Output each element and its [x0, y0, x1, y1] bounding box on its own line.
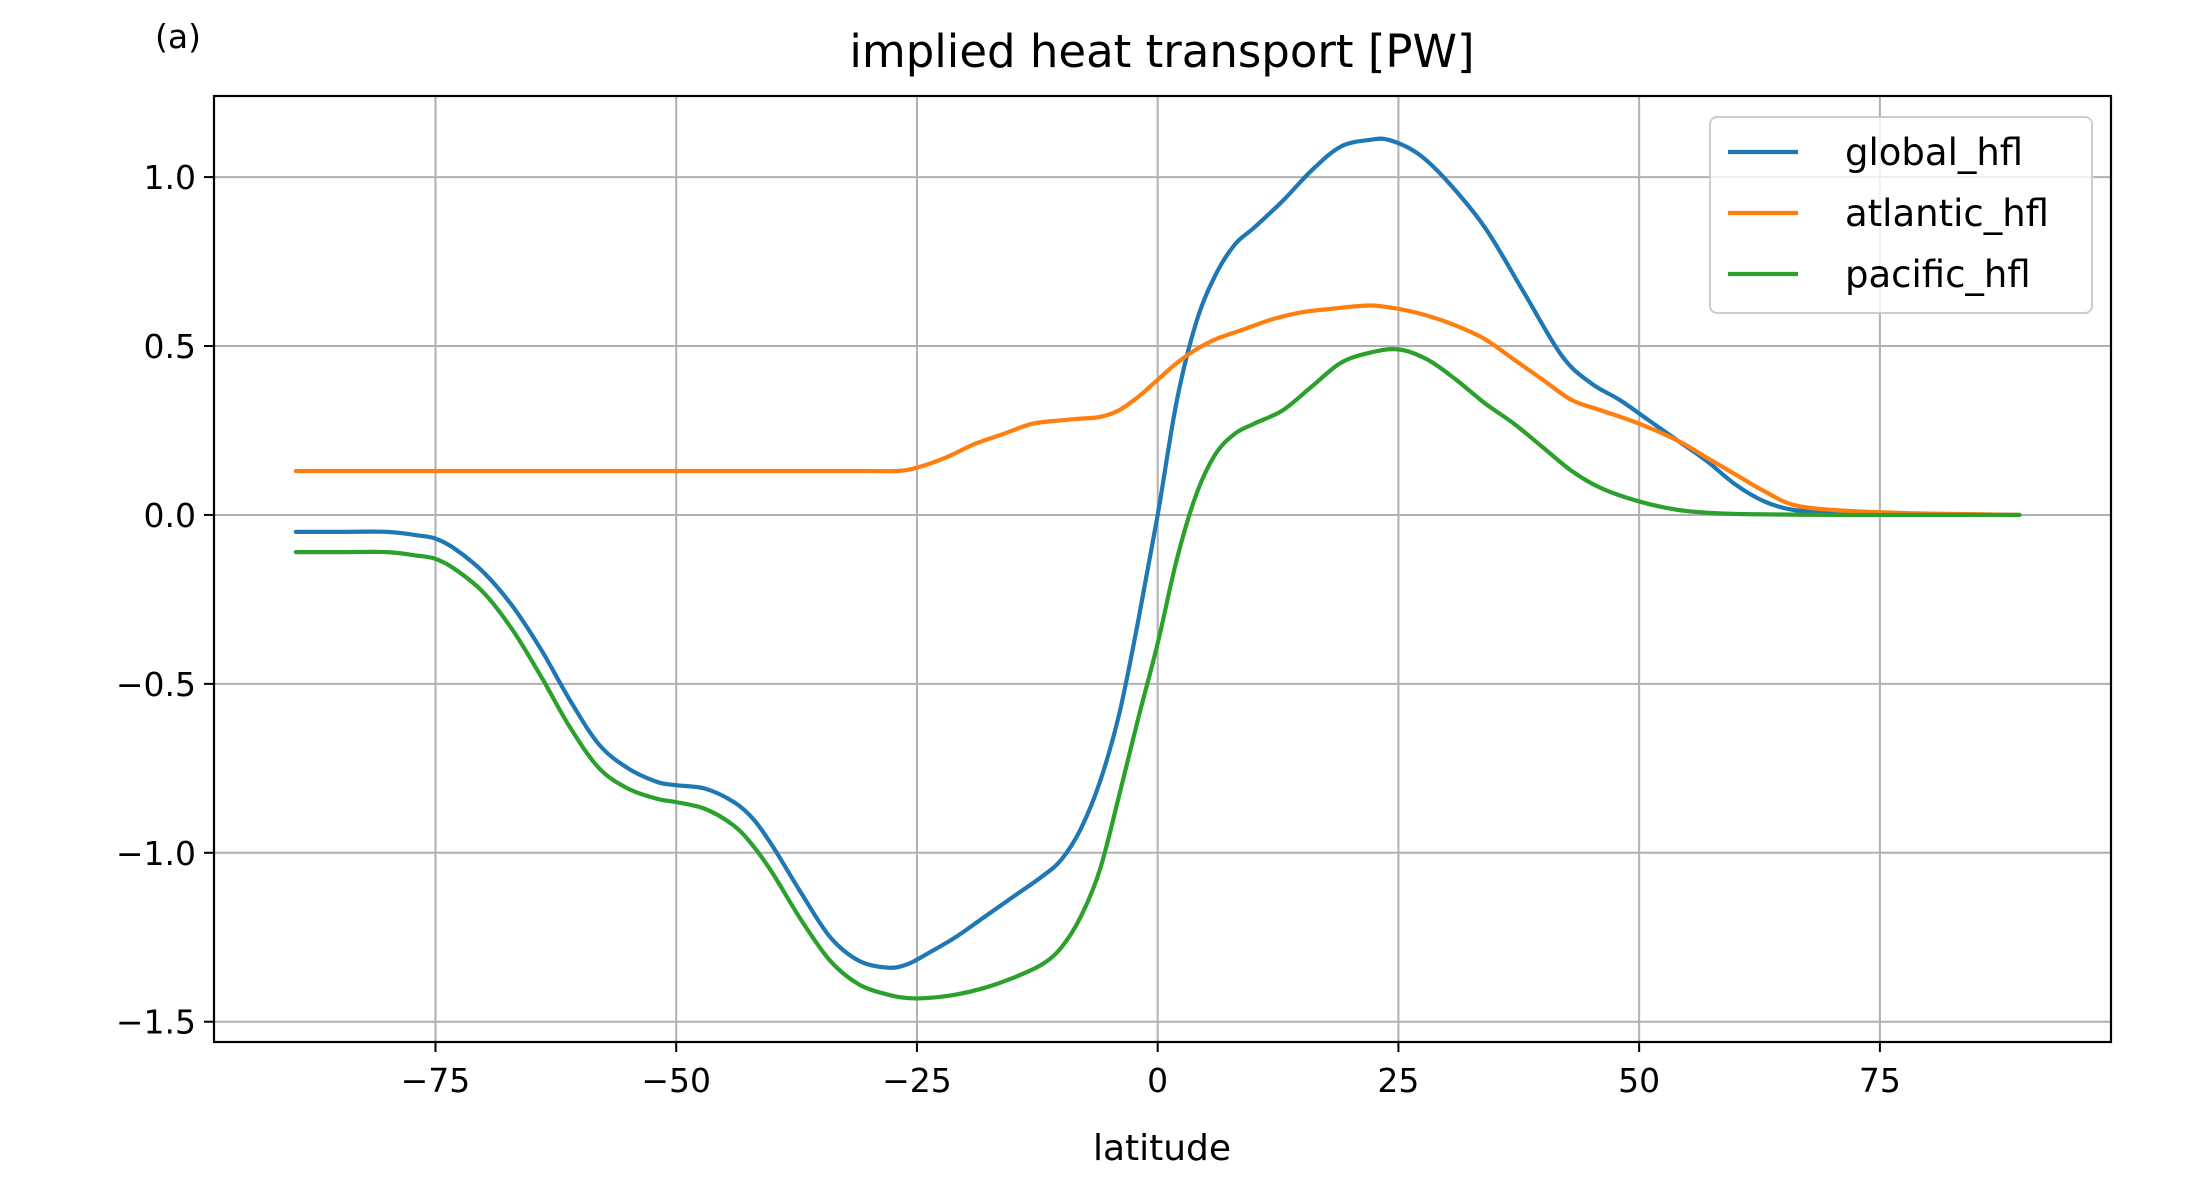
- legend-label-pacific-hfl: pacific_hfl: [1845, 253, 2031, 296]
- y-tick-label: 1.0: [144, 158, 196, 197]
- y-tick-label: 0.5: [144, 327, 196, 366]
- panel-label: (a): [155, 17, 201, 56]
- x-tick-label: 75: [1859, 1061, 1901, 1100]
- y-tick-label: −1.5: [116, 1003, 196, 1042]
- x-tick-label: 25: [1377, 1061, 1419, 1100]
- x-tick-label: 50: [1618, 1061, 1660, 1100]
- series-line-pacific-hfl: [293, 347, 2022, 1001]
- y-tick-label: −1.0: [116, 834, 196, 873]
- y-axis-ticks: −1.5 −1.0 −0.5 0.0 0.5 1.0: [116, 158, 214, 1042]
- legend-box: [1709, 116, 2093, 314]
- x-tick-label: −50: [641, 1061, 711, 1100]
- x-axis-ticks: −75 −50 −25 0 25 50 75: [401, 1042, 1901, 1100]
- series-line-atlantic-hfl: [293, 303, 2022, 518]
- x-tick-label: 0: [1147, 1061, 1168, 1100]
- plot-frame: [212, 94, 2113, 1044]
- series-lines: [293, 136, 2022, 1001]
- x-axis-label: latitude: [1093, 1128, 1231, 1169]
- legend-label-atlantic-hfl: atlantic_hfl: [1845, 192, 2049, 235]
- chart-title: implied heat transport [PW]: [849, 25, 1474, 78]
- series-line-global-hfl: [293, 136, 2022, 970]
- legend-label-global-hfl: global_hfl: [1845, 131, 2023, 174]
- y-tick-label: 0.0: [144, 496, 196, 535]
- y-tick-label: −0.5: [116, 665, 196, 704]
- x-tick-label: −25: [882, 1061, 952, 1100]
- x-tick-label: −75: [401, 1061, 471, 1100]
- legend: global_hfl atlantic_hfl pacific_hfl: [1709, 116, 2093, 314]
